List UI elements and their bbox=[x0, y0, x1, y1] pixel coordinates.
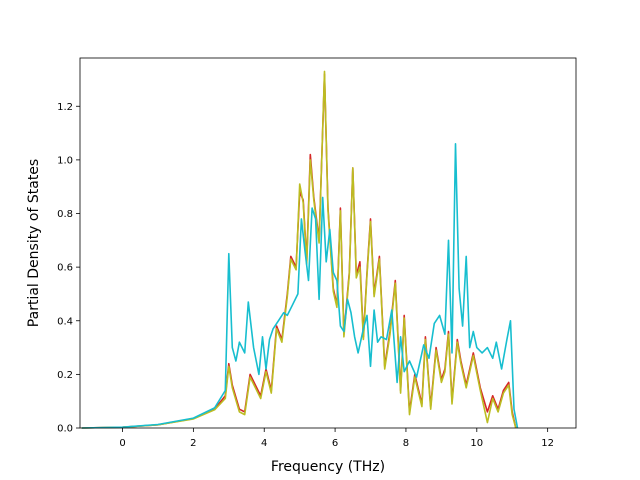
x-tick-label: 10 bbox=[470, 438, 483, 449]
x-axis-label: Frequency (THz) bbox=[271, 459, 385, 475]
y-tick-label: 0.0 bbox=[57, 424, 73, 435]
y-axis-label: Partial Density of States bbox=[26, 159, 42, 327]
x-tick-label: 8 bbox=[403, 438, 409, 449]
series-line-3 bbox=[81, 143, 519, 429]
series-line-2 bbox=[81, 70, 517, 429]
x-tick-label: 12 bbox=[541, 438, 554, 449]
axes-layer: 0 2 4 6 8 10 12 0.0 0.2 0.4 0.6 0.8 1.0 1.2 bbox=[57, 102, 554, 449]
x-tick-label: 2 bbox=[190, 438, 196, 449]
x-tick-label: 0 bbox=[119, 438, 125, 449]
plot-frame bbox=[79, 57, 577, 429]
y-tick-label: 1.0 bbox=[57, 155, 73, 166]
y-tick-label: 0.6 bbox=[57, 263, 73, 274]
x-tick-label: 6 bbox=[332, 438, 338, 449]
y-tick-label: 0.4 bbox=[57, 316, 73, 327]
series-layer bbox=[81, 70, 519, 429]
y-tick-label: 0.8 bbox=[57, 209, 73, 220]
y-tick-label: 0.2 bbox=[57, 370, 73, 381]
y-tick-label: 1.2 bbox=[57, 102, 73, 113]
x-tick-label: 4 bbox=[261, 438, 267, 449]
